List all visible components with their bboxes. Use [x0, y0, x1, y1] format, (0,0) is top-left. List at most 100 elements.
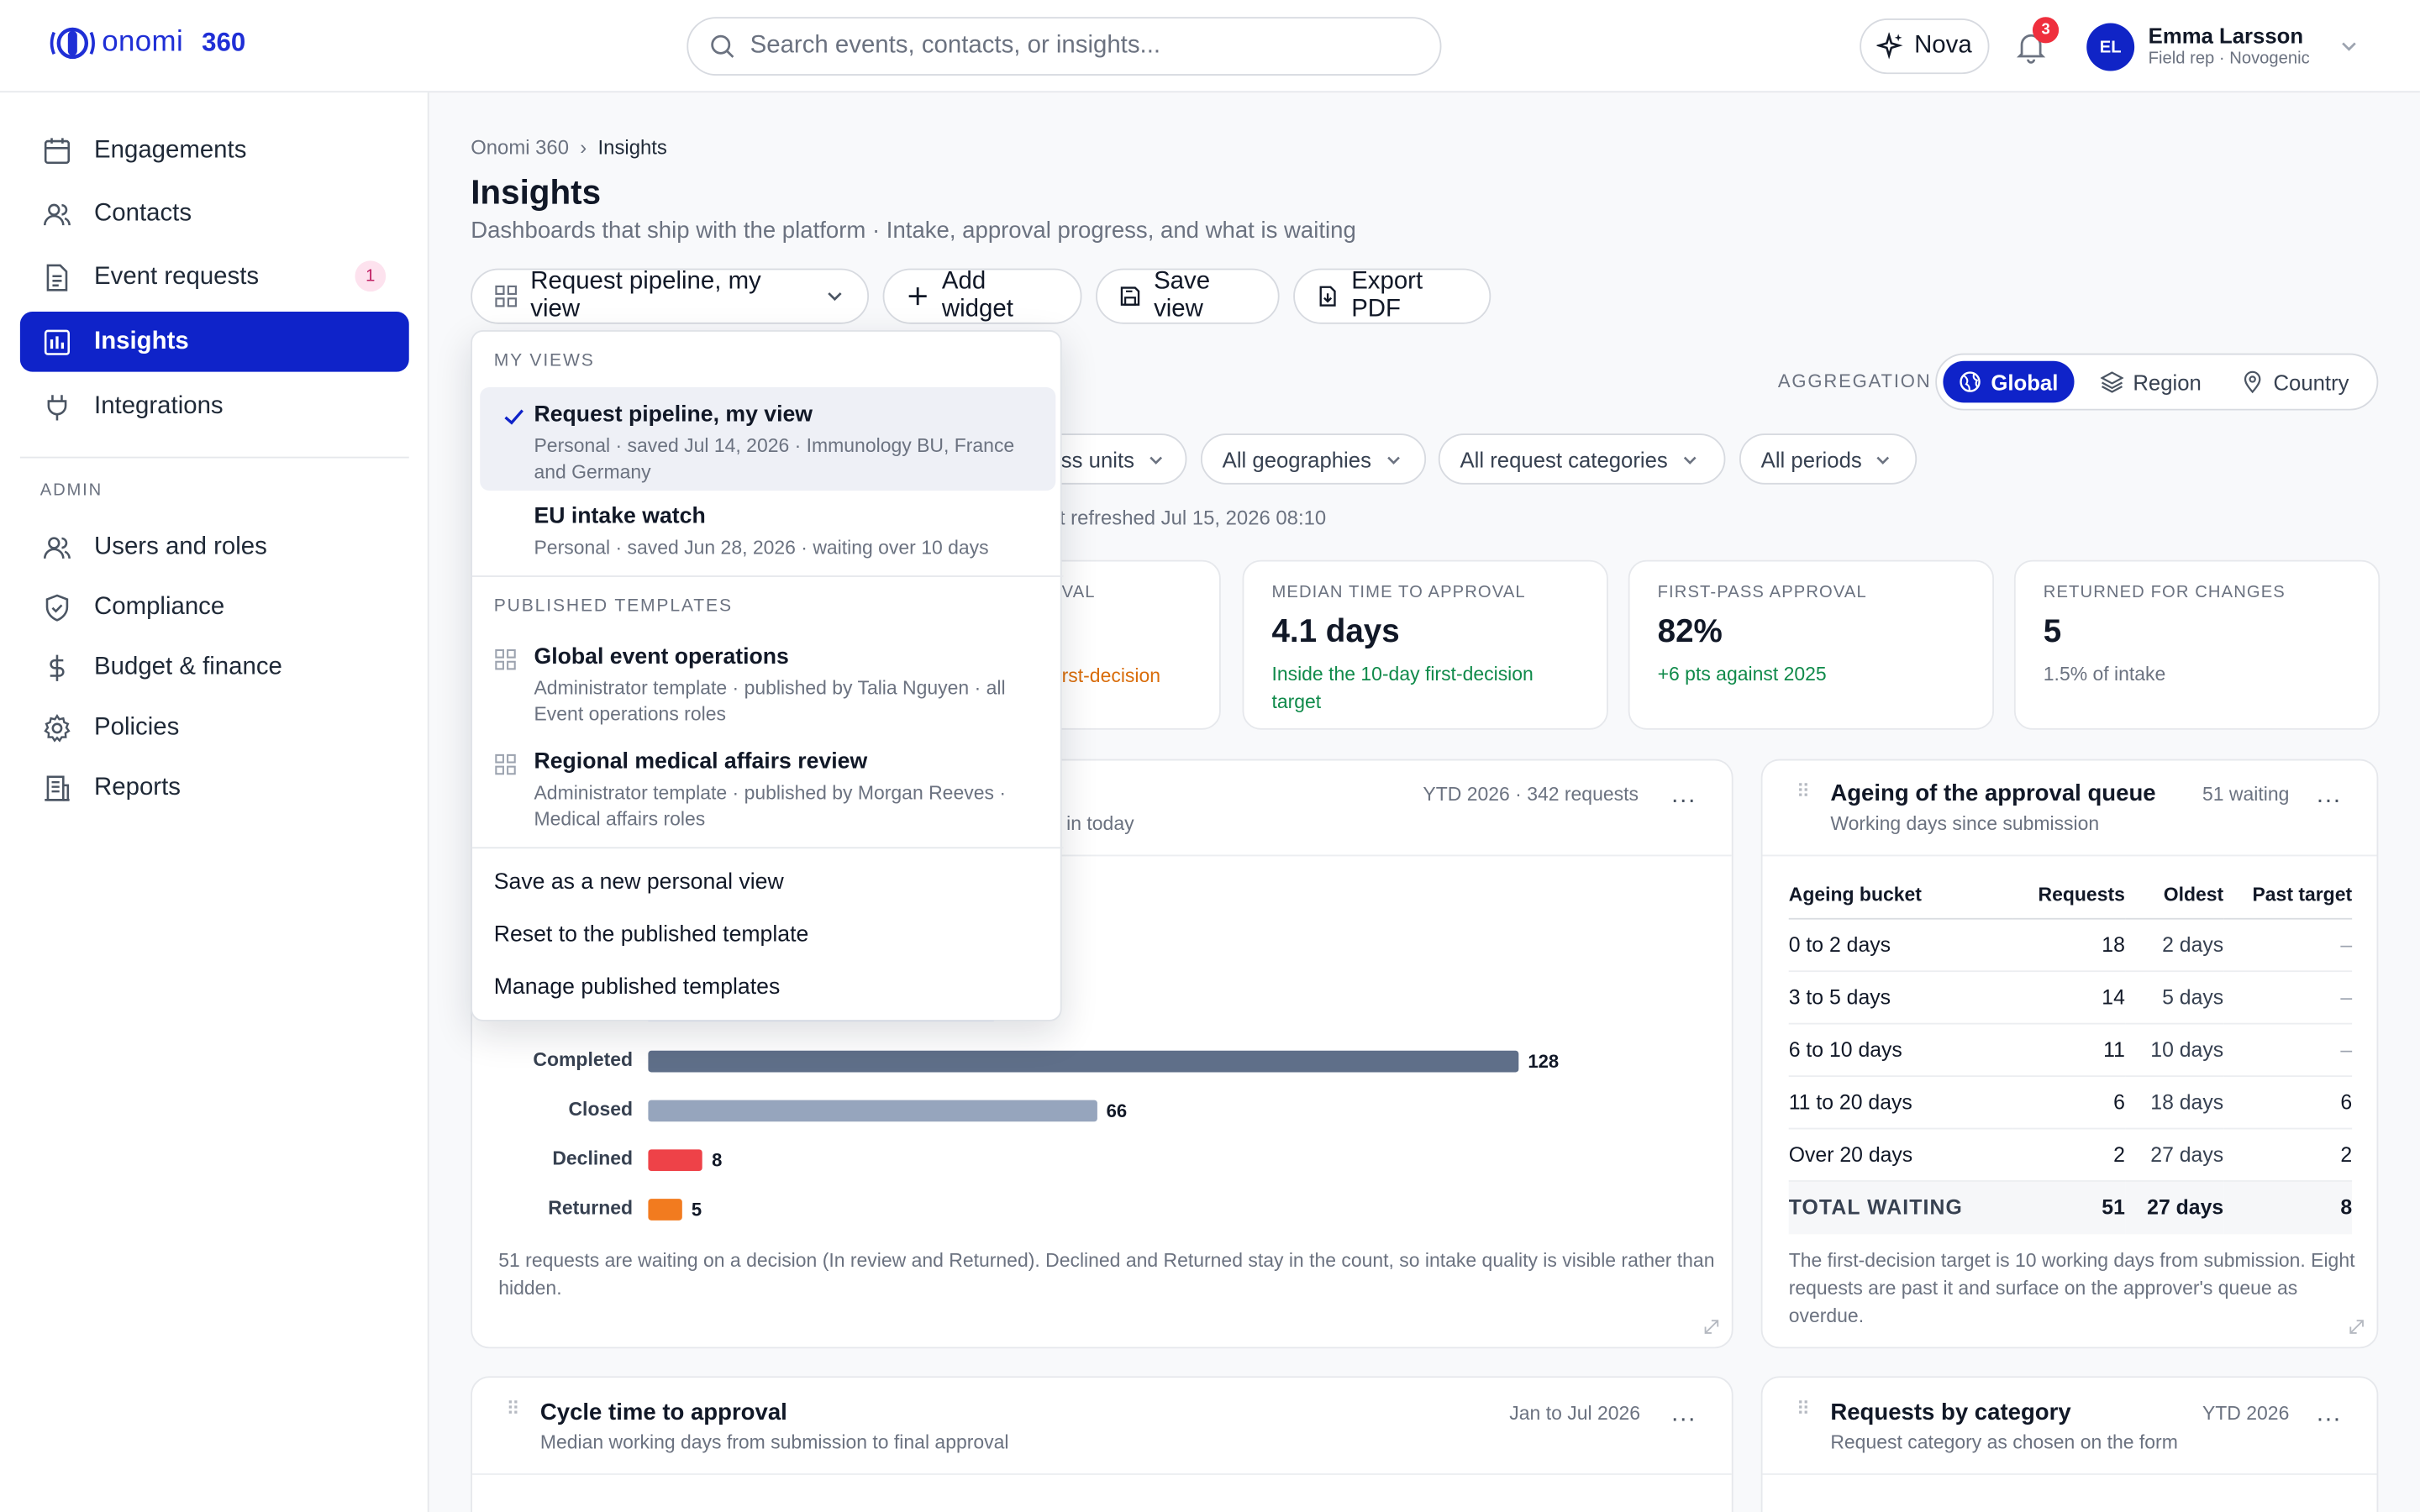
sidebar-item-compliance[interactable]: Compliance [20, 577, 409, 638]
oldest-cell: 18 days [2124, 1076, 2224, 1130]
past-target-cell: 8 [2223, 1180, 2353, 1234]
menu-item-title: Global event operations [534, 644, 789, 670]
card-more-button[interactable]: ... [1671, 1400, 1697, 1427]
sidebar-item-event-requests[interactable]: Event requests 1 [20, 247, 409, 307]
filter-label: All request categories [1460, 446, 1668, 472]
resize-handle-icon[interactable] [2348, 1318, 2366, 1336]
filter-label: ss units [1060, 446, 1134, 472]
avatar[interactable]: EL [2086, 23, 2135, 71]
aggregation-option-global[interactable]: Global [1943, 360, 2074, 403]
drag-handle-icon[interactable]: ⠿ [506, 1398, 520, 1420]
sidebar-item-users-and-roles[interactable]: Users and roles [20, 517, 409, 577]
user-name[interactable]: Emma Larsson [2148, 23, 2304, 48]
logo-suffix: 360 [202, 28, 246, 57]
menu-item-request-pipeline[interactable]: Request pipeline, my view Personal · sav… [480, 387, 1056, 491]
bar-returned[interactable] [648, 1199, 682, 1221]
table-row: 3 to 5 days 14 5 days – [1788, 971, 2353, 1025]
global-search[interactable]: Search events, contacts, or insights... [687, 17, 1442, 76]
save-view-button[interactable]: Save view [1096, 268, 1280, 324]
requests-cell: 6 [2012, 1076, 2125, 1130]
filter-request-categories[interactable]: All request categories [1438, 433, 1726, 485]
aggregation-option-label: Country [2273, 369, 2349, 395]
add-widget-button[interactable]: Add widget [882, 268, 1082, 324]
reset-to-template-action[interactable]: Reset to the published template [493, 922, 809, 948]
card-more-button[interactable]: ... [2316, 782, 2342, 809]
bar-closed[interactable] [648, 1100, 1097, 1122]
sidebar-item-contacts[interactable]: Contacts [20, 184, 409, 244]
table-row: Over 20 days 2 27 days 2 [1788, 1128, 2353, 1182]
card-more-button[interactable]: ... [2316, 1400, 2342, 1427]
resize-handle-icon[interactable] [1702, 1318, 1721, 1336]
map-pin-icon [2244, 370, 2261, 394]
filter-label: All periods [1760, 446, 1862, 472]
grid-icon [495, 753, 516, 775]
sidebar-item-budget-finance[interactable]: Budget & finance [20, 638, 409, 698]
manage-templates-action[interactable]: Manage published templates [493, 974, 781, 1000]
drag-handle-icon[interactable]: ⠿ [1796, 1398, 1811, 1420]
bar-completed[interactable] [648, 1050, 1519, 1073]
filter-label: All geographies [1222, 446, 1371, 472]
menu-item-title: EU intake watch [534, 504, 706, 529]
column-header: Ageing bucket [1788, 884, 2013, 920]
table-total-row: TOTAL WAITING 51 27 days 8 [1788, 1180, 2353, 1234]
bucket-cell: TOTAL WAITING [1788, 1180, 2013, 1234]
bar-category-label: Closed [568, 1098, 634, 1121]
app-logo[interactable]: onomi 360 [50, 26, 245, 60]
users-icon [43, 202, 71, 225]
pipeline-bar-chart: Completed 128 Closed 66 Declined 8 Returned 5 [472, 760, 1732, 1347]
filter-periods[interactable]: All periods [1739, 433, 1918, 485]
requests-cell: 18 [2012, 918, 2125, 973]
sidebar-item-policies[interactable]: Policies [20, 697, 409, 758]
table-row: 6 to 10 days 11 10 days – [1788, 1023, 2353, 1078]
ageing-card: ⠿ Ageing of the approval queue Working d… [1760, 759, 2379, 1349]
sidebar-item-label: Reports [94, 774, 181, 801]
menu-section-heading: PUBLISHED TEMPLATES [493, 596, 733, 616]
card-title: Requests by category [1830, 1399, 2071, 1426]
bar-category-label: Completed [533, 1048, 634, 1071]
bar-declined[interactable] [648, 1149, 703, 1172]
plus-icon [908, 287, 927, 306]
chevron-down-icon[interactable] [2338, 35, 2360, 57]
card-divider [1762, 1473, 2377, 1475]
bucket-cell: 6 to 10 days [1788, 1023, 2013, 1078]
users-icon [43, 536, 71, 559]
sidebar-divider [19, 456, 409, 459]
breadcrumb: Onomi 360 › Insights [471, 136, 667, 160]
card-more-button[interactable]: ... [1671, 782, 1697, 809]
kpi-note: rst-decision [1061, 664, 1161, 687]
export-pdf-button[interactable]: Export PDF [1293, 268, 1491, 324]
card-subtitle: Working days since submission [1830, 812, 2100, 835]
menu-item-regional-medical-affairs[interactable]: Regional medical affairs review Administ… [480, 738, 1055, 833]
last-refreshed-text: st refreshed Jul 15, 2026 08:10 [1049, 506, 1327, 529]
sidebar-item-integrations[interactable]: Integrations [20, 376, 409, 437]
card-footnote: 51 requests are waiting on a decision (I… [498, 1249, 1715, 1299]
breadcrumb-root[interactable]: Onomi 360 [471, 135, 569, 160]
menu-section-heading: MY VIEWS [493, 351, 595, 370]
card-subtitle: in today [1066, 812, 1134, 835]
aggregation-option-country[interactable]: Country [2226, 361, 2365, 403]
bucket-cell: 0 to 2 days [1788, 918, 2013, 973]
card-meta: Jan to Jul 2026 [1509, 1402, 1641, 1425]
category-card: ⠿ Requests by category Request category … [1760, 1376, 2379, 1512]
past-target-cell: – [2223, 1023, 2353, 1078]
card-subtitle: Median working days from submission to f… [539, 1431, 1009, 1454]
sidebar-item-label: Compliance [94, 593, 225, 620]
menu-item-global-event-operations[interactable]: Global event operations Administrator te… [480, 633, 1055, 728]
save-as-new-view-action[interactable]: Save as a new personal view [493, 869, 784, 895]
table-row: 11 to 20 days 6 18 days 6 [1788, 1076, 2353, 1130]
search-placeholder[interactable]: Search events, contacts, or insights... [750, 32, 1161, 59]
card-divider [1762, 854, 2377, 857]
drag-handle-icon[interactable]: ⠿ [1796, 780, 1811, 803]
sidebar-item-insights[interactable]: Insights [19, 312, 409, 372]
sidebar-item-reports[interactable]: Reports [20, 758, 409, 818]
aggregation-option-region[interactable]: Region [2085, 361, 2217, 403]
grid-icon [495, 648, 516, 670]
filter-geographies[interactable]: All geographies [1200, 433, 1427, 485]
kpi-note: Inside the 10-day first-decision target [1271, 663, 1534, 713]
search-icon [711, 34, 734, 58]
menu-item-eu-intake-watch[interactable]: EU intake watch Personal · saved Jun 28,… [480, 492, 1055, 570]
nova-assistant-button[interactable]: Nova [1860, 18, 1990, 75]
sparkle-icon [1877, 32, 1904, 60]
view-selector-button[interactable]: Request pipeline, my view [471, 268, 870, 324]
sidebar-item-engagements[interactable]: Engagements [20, 120, 409, 181]
